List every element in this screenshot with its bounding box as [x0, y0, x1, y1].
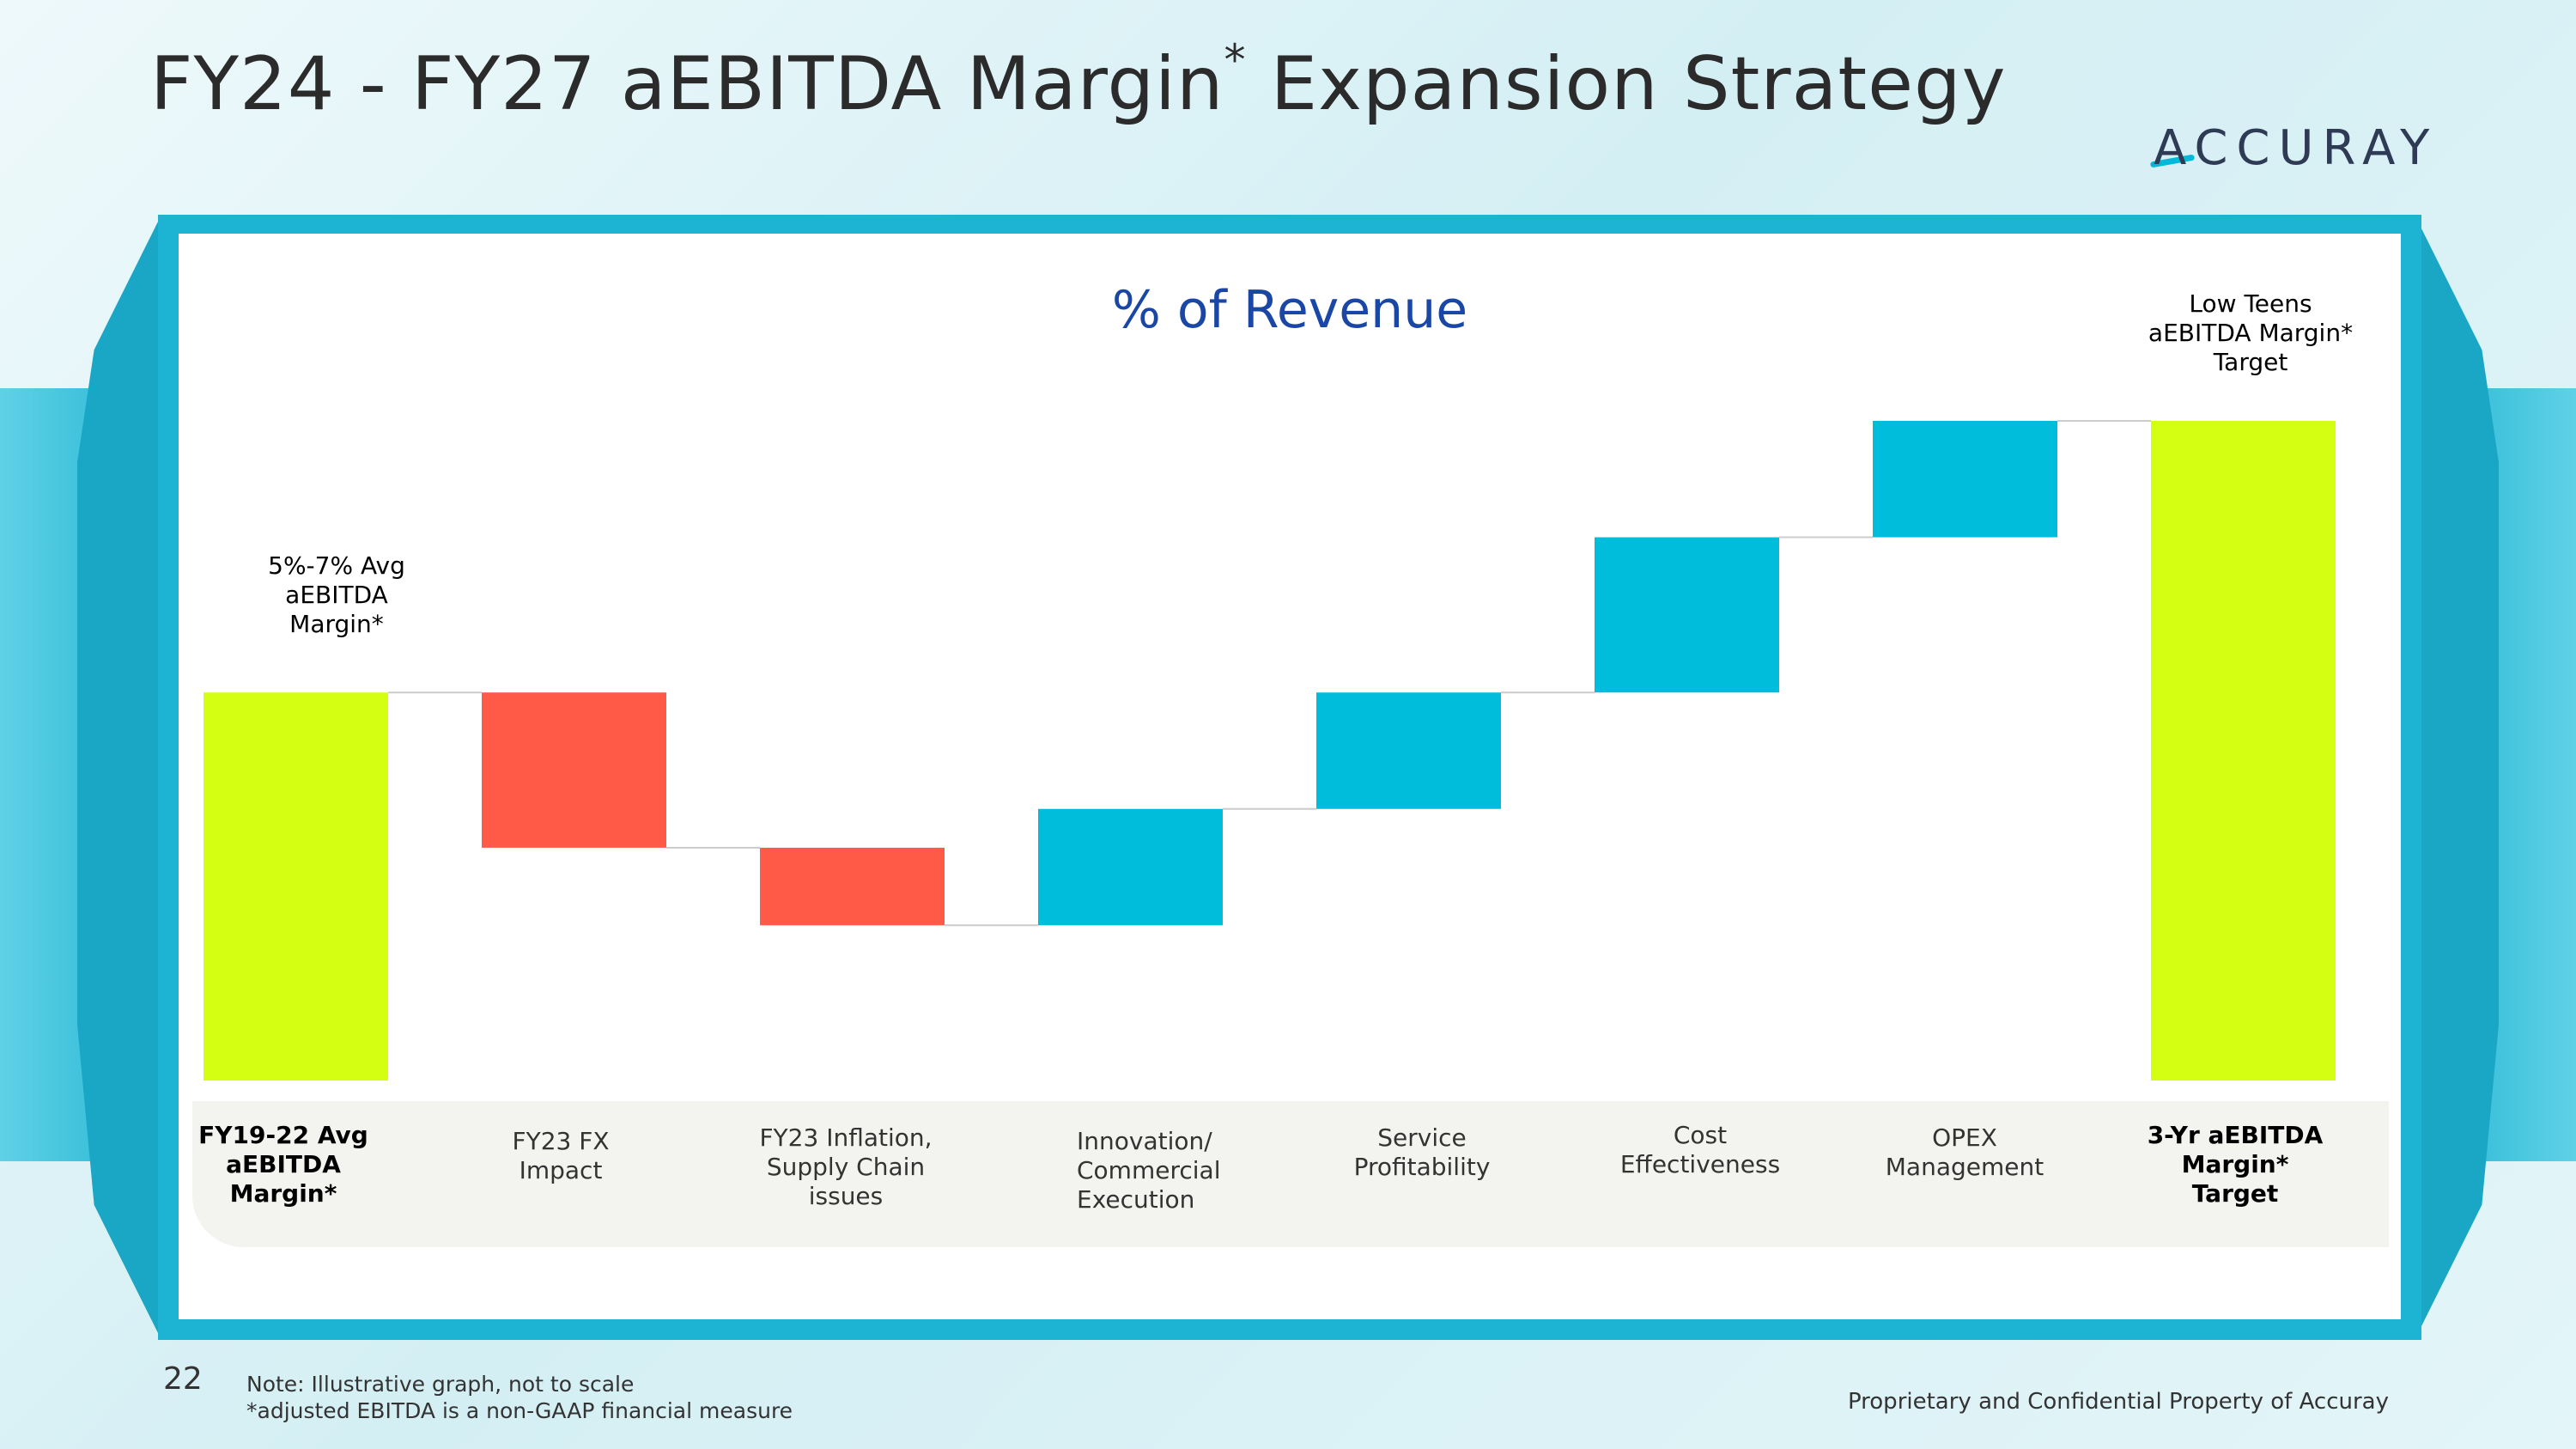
bar-7-total [2151, 421, 2336, 1081]
annotation-target: Low Teens aEBITDA Margin* Target [2148, 289, 2354, 376]
bar-2-decrease [760, 847, 945, 926]
bar-3-increase [1038, 808, 1223, 926]
footnote-line-1: Note: Illustrative graph, not to scale [246, 1372, 635, 1397]
category-label-target: 3-Yr aEBITDA Margin* Target [2147, 1121, 2324, 1208]
category-label-fy19-22: FY19-22 Avg aEBITDA Margin* [198, 1121, 368, 1208]
category-label-service: Service Profitability [1353, 1123, 1491, 1181]
left-frame-flap [77, 215, 161, 1340]
category-label-opex: OPEX Management [1885, 1123, 2044, 1181]
confidential-footer: Proprietary and Confidential Property of… [1847, 1389, 2389, 1415]
slide-title: FY24 - FY27 aEBITDA Margin* Expansion St… [150, 39, 2007, 127]
title-tail: Expansion Strategy [1246, 41, 2007, 127]
footnote-line-2: *adjusted EBITDA is a non-GAAP financial… [246, 1398, 793, 1423]
right-frame-flap [2415, 215, 2499, 1340]
footnote: Note: Illustrative graph, not to scale *… [246, 1371, 793, 1424]
category-label-fx-impact: FY23 FX Impact [512, 1127, 610, 1184]
category-label-inflation: FY23 Inflation, Supply Chain issues [759, 1123, 933, 1210]
bar-1-decrease [482, 692, 666, 848]
category-label-band [192, 1101, 2389, 1247]
chart-title: % of Revenue [1111, 280, 1468, 340]
bar-6-increase [1873, 421, 2057, 538]
waterfall-chart [204, 420, 2336, 1081]
bar-0-total [204, 692, 388, 1081]
title-superscript: * [1224, 35, 1247, 85]
bar-5-increase [1595, 537, 1779, 693]
annotation-avg-margin: 5%-7% Avg aEBITDA Margin* [268, 551, 405, 638]
page-number: 22 [163, 1361, 203, 1397]
category-label-innovation: Innovation/ Commercial Execution [1077, 1127, 1221, 1214]
title-main: FY24 - FY27 aEBITDA Margin [150, 41, 1224, 127]
category-label-cost: Cost Effectiveness [1619, 1121, 1781, 1178]
accuray-logo: ACCURAY [2154, 120, 2439, 176]
chart-card: % of Revenue FY19-22 Avg aEBITDA Margin*… [179, 234, 2401, 1319]
bar-4-increase [1316, 692, 1501, 809]
chart-frame: % of Revenue FY19-22 Avg aEBITDA Margin*… [158, 215, 2421, 1340]
